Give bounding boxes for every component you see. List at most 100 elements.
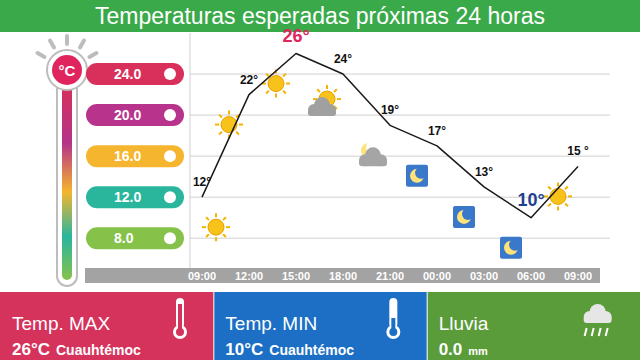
panel-value-line: 0.0 mm	[439, 340, 488, 359]
sun-icon	[262, 70, 290, 98]
sun-ray	[557, 206, 559, 210]
summary-panel	[428, 292, 640, 360]
sun-ray	[219, 132, 222, 135]
thermometer-ray	[65, 36, 69, 44]
sun-ray	[206, 234, 209, 237]
data-label: 22°	[240, 73, 258, 87]
panel-detail: Cuauhtémoc	[269, 342, 354, 358]
x-tick-label: 09:00	[564, 270, 592, 282]
thermometer-ray	[80, 41, 84, 48]
x-tick-label: 12:00	[235, 270, 263, 282]
icon-level	[178, 304, 182, 330]
moon-cut	[462, 208, 474, 220]
rain-drop	[592, 328, 594, 336]
x-tick-label: 21:00	[376, 270, 404, 282]
sun-ray	[215, 237, 217, 241]
tick-pill	[86, 104, 184, 126]
panel-value: 10°C	[225, 340, 263, 359]
sun-ray	[223, 234, 226, 237]
tick-pill	[86, 227, 184, 249]
thermometer-fill	[62, 84, 72, 280]
panel-title: Temp. MAX	[12, 313, 111, 334]
night-cloud-icon	[359, 141, 387, 166]
x-axis-bar	[85, 268, 600, 283]
tick-label: 20.0	[114, 107, 141, 123]
panel-detail: mm	[468, 345, 488, 357]
thermometer-ray	[90, 53, 97, 57]
sun-ray	[548, 203, 551, 206]
tick-pill	[86, 145, 184, 167]
tick-label: 8.0	[114, 230, 134, 246]
panel-detail: Cuauhtémoc	[56, 342, 141, 358]
moon-bg	[500, 237, 522, 259]
thermometer-bulb	[47, 50, 87, 90]
sun-ray	[565, 203, 568, 206]
data-label: 19°	[381, 103, 399, 117]
sun-ray	[215, 124, 219, 126]
tick-dot	[164, 109, 176, 121]
panel-thermometer-icon	[386, 298, 400, 339]
x-tick-label: 09:00	[188, 270, 216, 282]
sun-ray	[275, 94, 277, 98]
sun-ray	[548, 186, 551, 189]
grid-line	[190, 238, 610, 239]
x-tick-label: 18:00	[329, 270, 357, 282]
thermometer-ray	[38, 53, 45, 57]
thermometer-bulb-inner	[52, 55, 82, 85]
cloud-icon	[308, 97, 336, 116]
sun-disc	[208, 219, 224, 235]
rain-drop	[606, 328, 608, 336]
sun-ray	[283, 74, 286, 77]
sun-ray	[266, 74, 269, 77]
header-bar	[0, 0, 640, 32]
partly-cloudy-icon	[308, 85, 341, 116]
moon-bg	[453, 206, 475, 228]
rain-drop	[599, 328, 601, 336]
sun-ray	[202, 226, 206, 228]
sun-icon	[202, 213, 230, 241]
moon-bg	[406, 165, 428, 187]
sun-ray	[557, 182, 559, 186]
panel-rain-icon	[584, 304, 612, 336]
sun-icon	[544, 182, 572, 210]
cloud-part	[308, 109, 336, 116]
sun-ray	[226, 226, 230, 228]
grid-line	[190, 115, 610, 116]
cloud-part	[584, 316, 612, 323]
summary-panel	[0, 292, 213, 360]
thermometer-ray	[50, 41, 54, 48]
moon-icon	[406, 165, 428, 187]
sun-ray	[223, 217, 226, 220]
data-label: 24°	[334, 52, 352, 66]
panel-value: 26°C	[12, 340, 50, 359]
sun-ray	[219, 115, 222, 118]
tick-dot	[164, 191, 176, 203]
x-tick-label: 15:00	[282, 270, 310, 282]
x-tick-label: 06:00	[517, 270, 545, 282]
data-label: 15 °	[567, 144, 589, 158]
cloud-icon	[584, 304, 612, 323]
sun-disc	[550, 188, 566, 204]
panel-value: 0.0	[439, 340, 463, 359]
sun-ray	[568, 195, 572, 197]
sun-disc	[268, 76, 284, 92]
tick-dot	[164, 150, 176, 162]
tick-dot	[164, 68, 176, 80]
sun-ray	[228, 111, 230, 115]
panel-title: Temp. MIN	[225, 313, 317, 334]
panel-value-line: 10°C Cuauhtémoc	[225, 340, 354, 359]
sun-ray	[266, 91, 269, 94]
grid-line	[190, 197, 610, 198]
moon-cut	[509, 239, 521, 251]
sun-ray	[215, 213, 217, 217]
sun-ray	[206, 217, 209, 220]
weather-icons	[202, 70, 572, 259]
sun-ray	[317, 89, 320, 92]
title: Temperaturas esperadas próximas 24 horas	[95, 3, 545, 29]
tick-dot	[164, 232, 176, 244]
icon-bulb-inner	[176, 328, 184, 336]
tick-pill	[86, 186, 184, 208]
data-label: 17°	[428, 124, 446, 138]
x-tick-label: 00:00	[423, 270, 451, 282]
thermometer-tube	[57, 80, 77, 286]
